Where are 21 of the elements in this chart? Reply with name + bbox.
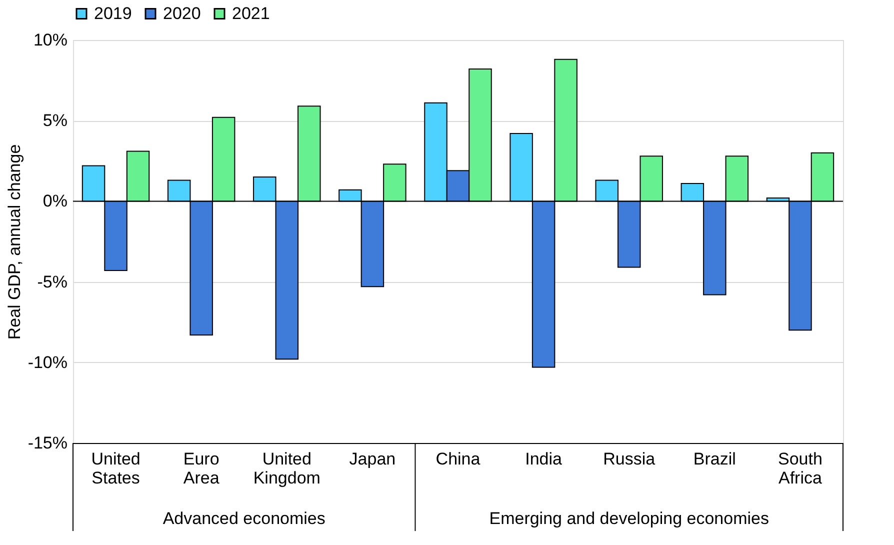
y-tick-label: 10% (33, 30, 68, 50)
x-tick-label: China (436, 450, 481, 468)
legend-label: 2021 (232, 4, 270, 23)
y-tick-label: 5% (42, 111, 68, 130)
x-tick-label: United States (91, 450, 140, 488)
y-axis-title: Real GDP, annual change (4, 144, 24, 340)
x-tick-label: India (525, 450, 563, 468)
x-tick-label: United Kingdom (253, 450, 320, 488)
y-tick-label: -5% (37, 272, 68, 292)
x-tick-label: South Africa (778, 450, 822, 488)
text: Emerging and developing economies (489, 509, 769, 528)
legend-label: 2019 (94, 4, 132, 23)
y-tick-label: -15% (28, 434, 68, 452)
x-tick-label: Russia (603, 450, 656, 468)
text: Advanced economies (162, 509, 326, 528)
y-tick-label: -10% (28, 352, 68, 372)
x-tick-label: Brazil (693, 450, 736, 468)
y-tick-label: 0% (42, 192, 68, 211)
x-tick-label: Euro Area (183, 450, 220, 488)
x-tick-label: Japan (349, 450, 396, 468)
legend-label: 2020 (163, 4, 201, 23)
